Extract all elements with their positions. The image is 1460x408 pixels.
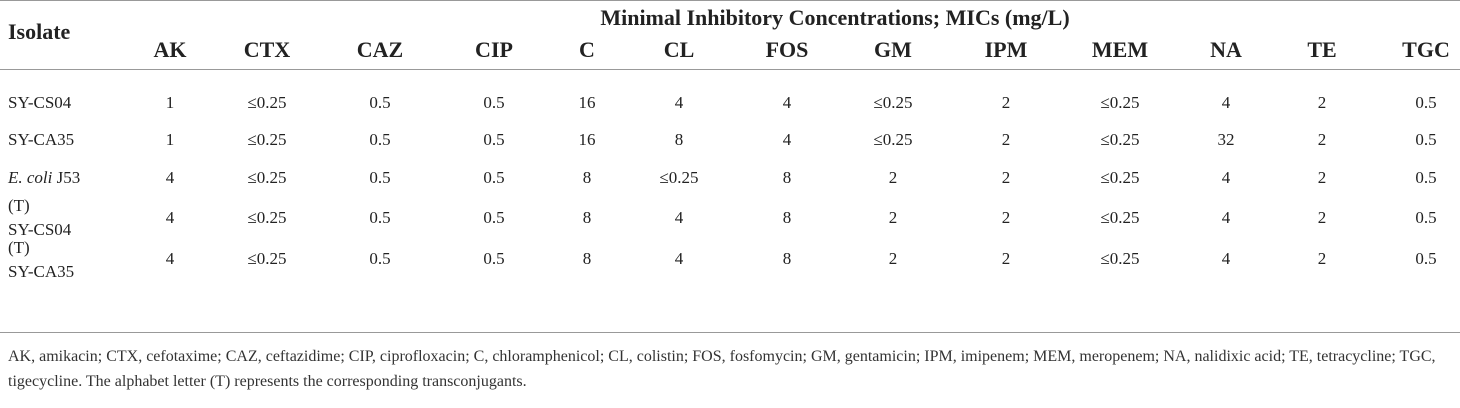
isolate-name: (T) SY-CS04 xyxy=(8,194,71,242)
mic-value-fos: 4 xyxy=(782,93,792,112)
mic-value-fos: 4 xyxy=(782,130,792,149)
mic-value-ipm: 2 xyxy=(1001,130,1011,149)
mic-value-te: 2 xyxy=(1317,249,1327,268)
isolate-name: (T) SY-CA35 xyxy=(8,236,74,284)
isolate-name: E. coli J53 xyxy=(8,166,80,190)
mic-value-te: 2 xyxy=(1317,130,1327,149)
mic-value-gm: ≤0.25 xyxy=(873,130,913,149)
mic-value-c: 8 xyxy=(582,249,592,268)
isolate-species-italic: E. coli xyxy=(8,168,53,187)
isolate-name-line: SY-CS04 xyxy=(8,220,72,239)
mic-value-c: 8 xyxy=(582,208,592,227)
mic-value-cl: 8 xyxy=(674,130,684,149)
mic-value-c: 16 xyxy=(578,93,596,112)
mic-value-na: 4 xyxy=(1221,168,1231,187)
mic-value-te: 2 xyxy=(1317,208,1327,227)
mic-value-tgc: 0.5 xyxy=(1415,168,1437,187)
mic-value-fos: 8 xyxy=(782,249,792,268)
isolate-name-line: SY-CS04 xyxy=(8,93,72,112)
isolate-name-line: (T) xyxy=(8,238,30,257)
mic-value-mem: ≤0.25 xyxy=(1100,208,1140,227)
mic-value-cl: 4 xyxy=(674,93,684,112)
column-header-cip: CIP xyxy=(475,37,513,62)
isolate-name-line: SY-CA35 xyxy=(8,130,75,149)
mic-value-cip: 0.5 xyxy=(483,130,505,149)
mic-value-ak: 1 xyxy=(165,93,175,112)
mic-value-ipm: 2 xyxy=(1001,249,1011,268)
mic-value-ipm: 2 xyxy=(1001,168,1011,187)
mic-value-ipm: 2 xyxy=(1001,208,1011,227)
mic-value-ctx: ≤0.25 xyxy=(247,168,287,187)
isolate-name-line: (T) xyxy=(8,196,30,215)
table-top-rule xyxy=(0,0,1460,1)
column-header-cl: CL xyxy=(663,37,695,62)
mic-value-caz: 0.5 xyxy=(369,130,391,149)
isolate-header: Isolate xyxy=(8,19,71,44)
mic-value-mem: ≤0.25 xyxy=(1100,168,1140,187)
mic-value-cl: 4 xyxy=(674,249,684,268)
mic-value-ak: 4 xyxy=(165,168,175,187)
mic-value-te: 2 xyxy=(1317,168,1327,187)
mic-value-caz: 0.5 xyxy=(369,93,391,112)
mic-value-caz: 0.5 xyxy=(369,249,391,268)
column-header-mem: MEM xyxy=(1091,37,1149,62)
mic-value-fos: 8 xyxy=(782,168,792,187)
mic-value-ak: 4 xyxy=(165,208,175,227)
mic-value-ctx: ≤0.25 xyxy=(247,130,287,149)
mic-value-te: 2 xyxy=(1317,93,1327,112)
mic-value-gm: 2 xyxy=(888,208,898,227)
mic-value-c: 16 xyxy=(578,130,596,149)
column-header-te: TE xyxy=(1307,37,1337,62)
mic-value-cip: 0.5 xyxy=(483,249,505,268)
mic-value-tgc: 0.5 xyxy=(1415,130,1437,149)
table-footnote: AK, amikacin; CTX, cefotaxime; CAZ, ceft… xyxy=(8,348,1436,390)
mic-value-mem: ≤0.25 xyxy=(1100,130,1140,149)
mic-value-tgc: 0.5 xyxy=(1415,249,1437,268)
mic-value-na: 4 xyxy=(1221,208,1231,227)
table-header-rule xyxy=(0,69,1460,70)
mic-value-ctx: ≤0.25 xyxy=(247,208,287,227)
isolate-name: SY-CS04 xyxy=(8,91,71,115)
mic-value-mem: ≤0.25 xyxy=(1100,249,1140,268)
mic-value-gm: 2 xyxy=(888,249,898,268)
column-header-tgc: TGC xyxy=(1402,37,1450,62)
mic-value-tgc: 0.5 xyxy=(1415,208,1437,227)
isolate-name-line: SY-CA35 xyxy=(8,262,75,281)
mic-value-cl: ≤0.25 xyxy=(659,168,699,187)
mic-value-na: 4 xyxy=(1221,249,1231,268)
isolate-name-line: J53 xyxy=(52,168,81,187)
table-bottom-rule xyxy=(0,332,1460,333)
column-header-caz: CAZ xyxy=(356,37,404,62)
mic-value-ctx: ≤0.25 xyxy=(247,249,287,268)
mic-value-c: 8 xyxy=(582,168,592,187)
mic-value-ctx: ≤0.25 xyxy=(247,93,287,112)
column-header-ak: AK xyxy=(153,37,187,62)
mic-value-fos: 8 xyxy=(782,208,792,227)
mic-value-ipm: 2 xyxy=(1001,93,1011,112)
column-header-gm: GM xyxy=(874,37,912,62)
mic-value-caz: 0.5 xyxy=(369,208,391,227)
mic-value-tgc: 0.5 xyxy=(1415,93,1437,112)
mic-value-na: 32 xyxy=(1217,130,1235,149)
column-header-ctx: CTX xyxy=(243,37,291,62)
isolate-name: SY-CA35 xyxy=(8,128,74,152)
mic-value-ak: 1 xyxy=(165,130,175,149)
mic-value-cip: 0.5 xyxy=(483,208,505,227)
column-header-c: C xyxy=(579,37,595,62)
mic-value-na: 4 xyxy=(1221,93,1231,112)
mic-value-gm: 2 xyxy=(888,168,898,187)
mic-value-cip: 0.5 xyxy=(483,93,505,112)
column-header-fos: FOS xyxy=(765,37,809,62)
mic-span-header: Minimal Inhibitory Concentrations; MICs … xyxy=(600,5,1070,30)
mic-value-cl: 4 xyxy=(674,208,684,227)
mic-value-gm: ≤0.25 xyxy=(873,93,913,112)
mic-value-mem: ≤0.25 xyxy=(1100,93,1140,112)
column-header-ipm: IPM xyxy=(984,37,1028,62)
mic-value-caz: 0.5 xyxy=(369,168,391,187)
mic-value-cip: 0.5 xyxy=(483,168,505,187)
column-header-na: NA xyxy=(1210,37,1242,62)
mic-value-ak: 4 xyxy=(165,249,175,268)
